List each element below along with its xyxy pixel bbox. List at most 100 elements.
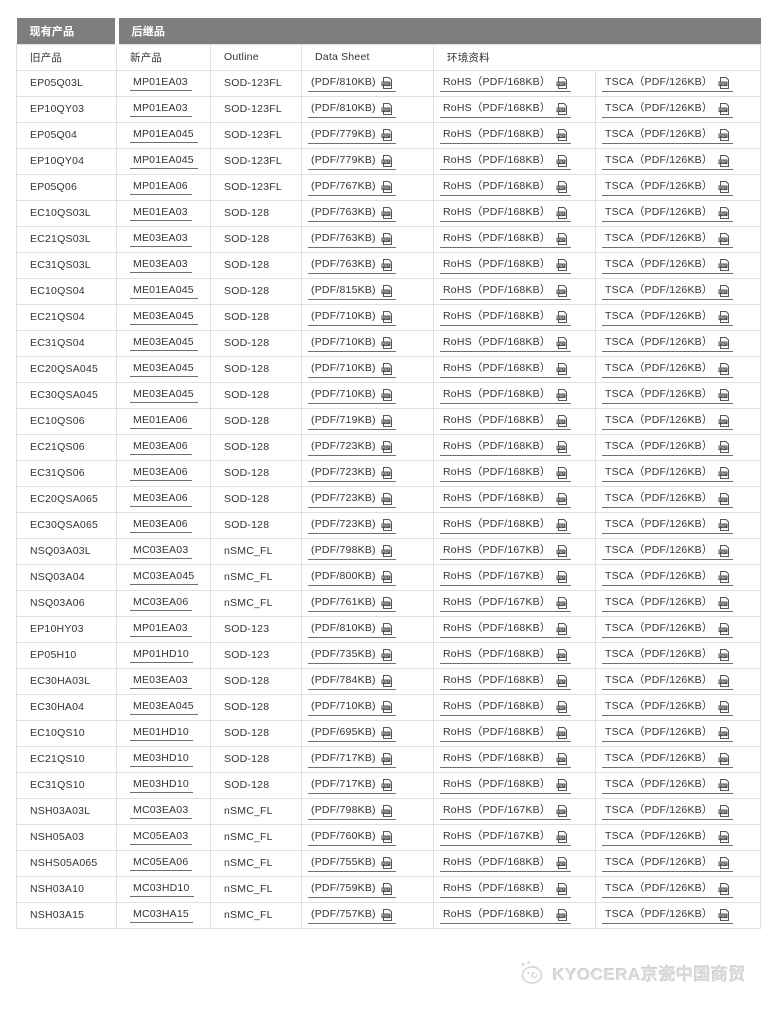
datasheet-pdf-link[interactable]: (PDF/710KB) PDF [308,361,396,378]
tsca-pdf-link[interactable]: TSCA（PDF/126KB） PDF [602,621,733,638]
rohs-pdf-link[interactable]: RoHS（PDF/168KB） PDF [440,387,571,404]
tsca-pdf-link[interactable]: TSCA（PDF/126KB） PDF [602,725,733,742]
rohs-pdf-link[interactable]: RoHS（PDF/167KB） PDF [440,803,571,820]
datasheet-pdf-link[interactable]: (PDF/710KB) PDF [308,699,396,716]
new-product-link[interactable]: ME01EA03 [130,205,192,222]
new-product-link[interactable]: MP01HD10 [130,647,193,664]
datasheet-pdf-link[interactable]: (PDF/767KB) PDF [308,179,396,196]
new-product-link[interactable]: ME03EA045 [130,309,198,326]
datasheet-pdf-link[interactable]: (PDF/710KB) PDF [308,335,396,352]
rohs-pdf-link[interactable]: RoHS（PDF/168KB） PDF [440,621,571,638]
rohs-pdf-link[interactable]: RoHS（PDF/168KB） PDF [440,855,571,872]
datasheet-pdf-link[interactable]: (PDF/798KB) PDF [308,803,396,820]
new-product-link[interactable]: ME03EA045 [130,335,198,352]
new-product-link[interactable]: MP01EA045 [130,153,198,170]
tsca-pdf-link[interactable]: TSCA（PDF/126KB） PDF [602,803,733,820]
new-product-link[interactable]: ME03EA06 [130,465,192,482]
tsca-pdf-link[interactable]: TSCA（PDF/126KB） PDF [602,439,733,456]
tsca-pdf-link[interactable]: TSCA（PDF/126KB） PDF [602,829,733,846]
new-product-link[interactable]: MC03EA06 [130,595,193,612]
tsca-pdf-link[interactable]: TSCA（PDF/126KB） PDF [602,153,733,170]
tsca-pdf-link[interactable]: TSCA（PDF/126KB） PDF [602,907,733,924]
new-product-link[interactable]: ME03EA045 [130,387,198,404]
tsca-pdf-link[interactable]: TSCA（PDF/126KB） PDF [602,517,733,534]
datasheet-pdf-link[interactable]: (PDF/763KB) PDF [308,205,396,222]
datasheet-pdf-link[interactable]: (PDF/710KB) PDF [308,309,396,326]
new-product-link[interactable]: ME03HD10 [130,777,193,794]
rohs-pdf-link[interactable]: RoHS（PDF/168KB） PDF [440,465,571,482]
datasheet-pdf-link[interactable]: (PDF/723KB) PDF [308,439,396,456]
rohs-pdf-link[interactable]: RoHS（PDF/168KB） PDF [440,777,571,794]
rohs-pdf-link[interactable]: RoHS（PDF/168KB） PDF [440,75,571,92]
tsca-pdf-link[interactable]: TSCA（PDF/126KB） PDF [602,647,733,664]
new-product-link[interactable]: ME03EA06 [130,491,192,508]
datasheet-pdf-link[interactable]: (PDF/723KB) PDF [308,517,396,534]
tsca-pdf-link[interactable]: TSCA（PDF/126KB） PDF [602,465,733,482]
new-product-link[interactable]: MC03EA03 [130,803,193,820]
datasheet-pdf-link[interactable]: (PDF/717KB) PDF [308,751,396,768]
new-product-link[interactable]: ME01EA06 [130,413,192,430]
new-product-link[interactable]: ME01EA045 [130,283,198,300]
tsca-pdf-link[interactable]: TSCA（PDF/126KB） PDF [602,491,733,508]
rohs-pdf-link[interactable]: RoHS（PDF/168KB） PDF [440,309,571,326]
rohs-pdf-link[interactable]: RoHS（PDF/168KB） PDF [440,205,571,222]
new-product-link[interactable]: MC03EA045 [130,569,199,586]
tsca-pdf-link[interactable]: TSCA（PDF/126KB） PDF [602,881,733,898]
new-product-link[interactable]: ME03EA06 [130,439,192,456]
rohs-pdf-link[interactable]: RoHS（PDF/168KB） PDF [440,517,571,534]
rohs-pdf-link[interactable]: RoHS（PDF/168KB） PDF [440,699,571,716]
rohs-pdf-link[interactable]: RoHS（PDF/168KB） PDF [440,491,571,508]
tsca-pdf-link[interactable]: TSCA（PDF/126KB） PDF [602,309,733,326]
tsca-pdf-link[interactable]: TSCA（PDF/126KB） PDF [602,231,733,248]
datasheet-pdf-link[interactable]: (PDF/798KB) PDF [308,543,396,560]
datasheet-pdf-link[interactable]: (PDF/779KB) PDF [308,153,396,170]
datasheet-pdf-link[interactable]: (PDF/755KB) PDF [308,855,396,872]
tsca-pdf-link[interactable]: TSCA（PDF/126KB） PDF [602,257,733,274]
datasheet-pdf-link[interactable]: (PDF/815KB) PDF [308,283,396,300]
new-product-link[interactable]: MP01EA045 [130,127,198,144]
rohs-pdf-link[interactable]: RoHS（PDF/168KB） PDF [440,179,571,196]
new-product-link[interactable]: MP01EA03 [130,101,192,118]
new-product-link[interactable]: ME01HD10 [130,725,193,742]
new-product-link[interactable]: ME03EA045 [130,361,198,378]
datasheet-pdf-link[interactable]: (PDF/695KB) PDF [308,725,396,742]
new-product-link[interactable]: ME03EA03 [130,257,192,274]
rohs-pdf-link[interactable]: RoHS（PDF/168KB） PDF [440,751,571,768]
rohs-pdf-link[interactable]: RoHS（PDF/168KB） PDF [440,231,571,248]
rohs-pdf-link[interactable]: RoHS（PDF/167KB） PDF [440,829,571,846]
datasheet-pdf-link[interactable]: (PDF/763KB) PDF [308,257,396,274]
tsca-pdf-link[interactable]: TSCA（PDF/126KB） PDF [602,595,733,612]
tsca-pdf-link[interactable]: TSCA（PDF/126KB） PDF [602,75,733,92]
new-product-link[interactable]: MC05EA03 [130,829,193,846]
datasheet-pdf-link[interactable]: (PDF/810KB) PDF [308,621,396,638]
new-product-link[interactable]: ME03EA03 [130,673,192,690]
datasheet-pdf-link[interactable]: (PDF/759KB) PDF [308,881,396,898]
rohs-pdf-link[interactable]: RoHS（PDF/168KB） PDF [440,257,571,274]
datasheet-pdf-link[interactable]: (PDF/723KB) PDF [308,491,396,508]
new-product-link[interactable]: MP01EA06 [130,179,192,196]
tsca-pdf-link[interactable]: TSCA（PDF/126KB） PDF [602,335,733,352]
datasheet-pdf-link[interactable]: (PDF/735KB) PDF [308,647,396,664]
datasheet-pdf-link[interactable]: (PDF/710KB) PDF [308,387,396,404]
new-product-link[interactable]: ME03EA06 [130,517,192,534]
datasheet-pdf-link[interactable]: (PDF/810KB) PDF [308,75,396,92]
datasheet-pdf-link[interactable]: (PDF/719KB) PDF [308,413,396,430]
datasheet-pdf-link[interactable]: (PDF/723KB) PDF [308,465,396,482]
new-product-link[interactable]: MC03HD10 [130,881,194,898]
tsca-pdf-link[interactable]: TSCA（PDF/126KB） PDF [602,387,733,404]
tsca-pdf-link[interactable]: TSCA（PDF/126KB） PDF [602,283,733,300]
datasheet-pdf-link[interactable]: (PDF/800KB) PDF [308,569,396,586]
rohs-pdf-link[interactable]: RoHS（PDF/168KB） PDF [440,647,571,664]
tsca-pdf-link[interactable]: TSCA（PDF/126KB） PDF [602,569,733,586]
datasheet-pdf-link[interactable]: (PDF/810KB) PDF [308,101,396,118]
tsca-pdf-link[interactable]: TSCA（PDF/126KB） PDF [602,777,733,794]
new-product-link[interactable]: MC03HA15 [130,907,193,924]
tsca-pdf-link[interactable]: TSCA（PDF/126KB） PDF [602,179,733,196]
rohs-pdf-link[interactable]: RoHS（PDF/168KB） PDF [440,127,571,144]
rohs-pdf-link[interactable]: RoHS（PDF/168KB） PDF [440,101,571,118]
datasheet-pdf-link[interactable]: (PDF/779KB) PDF [308,127,396,144]
datasheet-pdf-link[interactable]: (PDF/761KB) PDF [308,595,396,612]
new-product-link[interactable]: MC05EA06 [130,855,193,872]
datasheet-pdf-link[interactable]: (PDF/760KB) PDF [308,829,396,846]
tsca-pdf-link[interactable]: TSCA（PDF/126KB） PDF [602,751,733,768]
